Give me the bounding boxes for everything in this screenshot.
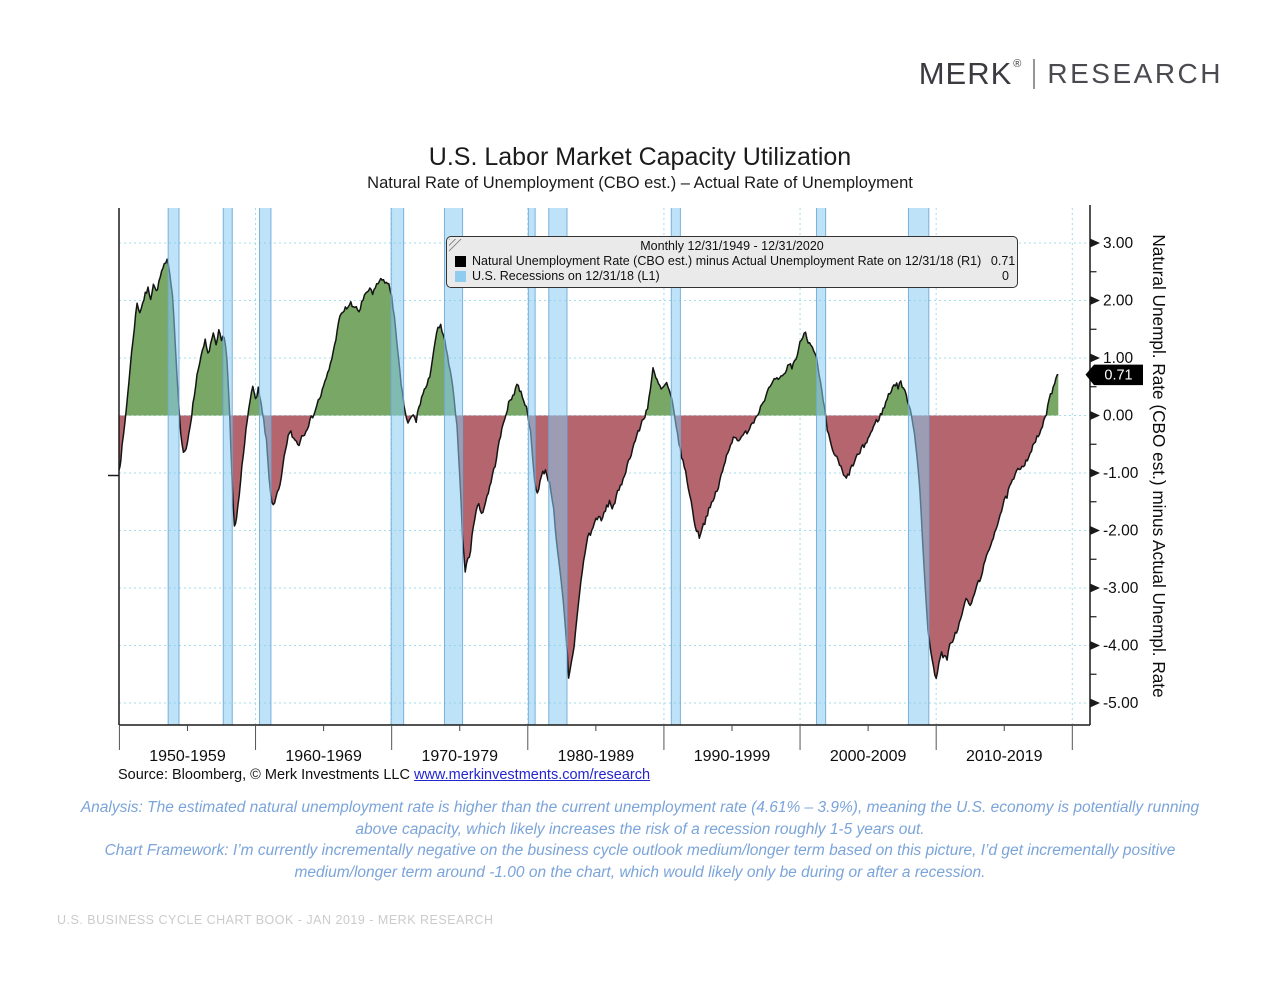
y-tick-label: 0.00 xyxy=(1103,408,1134,425)
page-subtitle: Natural Rate of Unemployment (CBO est.) … xyxy=(367,174,913,192)
registered-mark-icon: ® xyxy=(1013,58,1022,70)
legend-title: Monthly 12/31/1949 - 12/31/2020 xyxy=(640,239,824,253)
decade-label: 2010-2019 xyxy=(966,748,1043,765)
source-link[interactable]: www.merkinvestments.com/research xyxy=(413,767,651,783)
decade-label: 1990-1999 xyxy=(694,748,771,765)
series-swatch-icon xyxy=(455,256,466,267)
last-value-marker xyxy=(1085,364,1143,386)
positive-area xyxy=(119,259,1059,416)
legend-recession-value: 0 xyxy=(1002,269,1009,283)
legend-series-value: 0.71 xyxy=(990,254,1016,268)
source-text: Source: Bloomberg, © Merk Investments LL… xyxy=(118,767,414,783)
legend-row-recessions: U.S. Recessions on 12/31/18 (L1) 0 xyxy=(455,269,1009,284)
legend-box: Monthly 12/31/1949 - 12/31/2020 Natural … xyxy=(446,236,1018,288)
analysis-block: Analysis: The estimated natural unemploy… xyxy=(60,797,1220,883)
y-major-tick-arrow xyxy=(1090,641,1100,650)
legend-recession-label: U.S. Recessions on 12/31/18 (L1) xyxy=(472,269,660,283)
page-title: U.S. Labor Market Capacity Utilization xyxy=(428,143,852,171)
logo-divider xyxy=(1033,59,1036,89)
recession-swatch-icon xyxy=(455,271,466,282)
y-major-tick-arrow xyxy=(1090,411,1100,420)
merk-research-logo: MERK ® RESEARCH xyxy=(919,56,1223,92)
logo-research: RESEARCH xyxy=(1047,58,1223,89)
last-value-label: 0.71 xyxy=(1104,368,1132,384)
legend-row-series: Natural Unemployment Rate (CBO est.) min… xyxy=(455,254,1015,269)
logo-merk: MERK xyxy=(918,56,1013,91)
y-major-tick-arrow xyxy=(1090,583,1100,593)
negative-area xyxy=(119,415,1059,679)
source-line: Source: Bloomberg, © Merk Investments LL… xyxy=(118,767,650,783)
y-tick-label: -2.00 xyxy=(1103,523,1139,540)
y-major-tick-arrow xyxy=(1090,698,1100,708)
recession-band xyxy=(671,208,681,725)
decade-label: 1980-1989 xyxy=(558,748,635,765)
y-major-tick-arrow xyxy=(1090,468,1100,478)
y-tick-label: -4.00 xyxy=(1103,638,1139,655)
recession-band xyxy=(816,208,826,725)
chart-framework-text: Chart Framework: I’m currently increment… xyxy=(104,842,1176,881)
recession-band xyxy=(444,208,463,725)
y-tick-label: 1.00 xyxy=(1103,350,1134,367)
decade-label: 2000-2009 xyxy=(830,748,907,765)
series-line xyxy=(118,258,1059,680)
y-tick-label: -3.00 xyxy=(1103,580,1139,597)
footer-text: U.S. BUSINESS CYCLE CHART BOOK - JAN 201… xyxy=(57,913,494,927)
recession-band xyxy=(168,208,180,725)
legend-series-label: Natural Unemployment Rate (CBO est.) min… xyxy=(472,254,982,268)
recession-band xyxy=(259,208,271,725)
right-axis-title: Natural Unempl. Rate (CBO est.) minus Ac… xyxy=(1149,234,1169,697)
decade-label: 1950-1959 xyxy=(149,748,226,765)
y-major-tick-arrow xyxy=(1090,353,1100,363)
recession-band xyxy=(223,208,233,725)
y-tick-label: 2.00 xyxy=(1103,293,1134,310)
decade-label: 1960-1969 xyxy=(285,748,362,765)
recession-band xyxy=(528,208,536,725)
y-major-tick-arrow xyxy=(1090,296,1100,305)
analysis-text: Analysis: The estimated natural unemploy… xyxy=(80,799,1200,838)
y-tick-label: -1.00 xyxy=(1103,465,1139,482)
y-major-tick-arrow xyxy=(1090,238,1100,248)
decade-label: 1970-1979 xyxy=(421,748,498,765)
y-major-tick-arrow xyxy=(1090,526,1100,535)
recession-band xyxy=(908,208,929,725)
y-tick-label: -5.00 xyxy=(1103,695,1139,712)
recession-band xyxy=(548,208,567,725)
y-tick-label: 3.00 xyxy=(1103,235,1134,252)
recession-band xyxy=(391,208,404,725)
